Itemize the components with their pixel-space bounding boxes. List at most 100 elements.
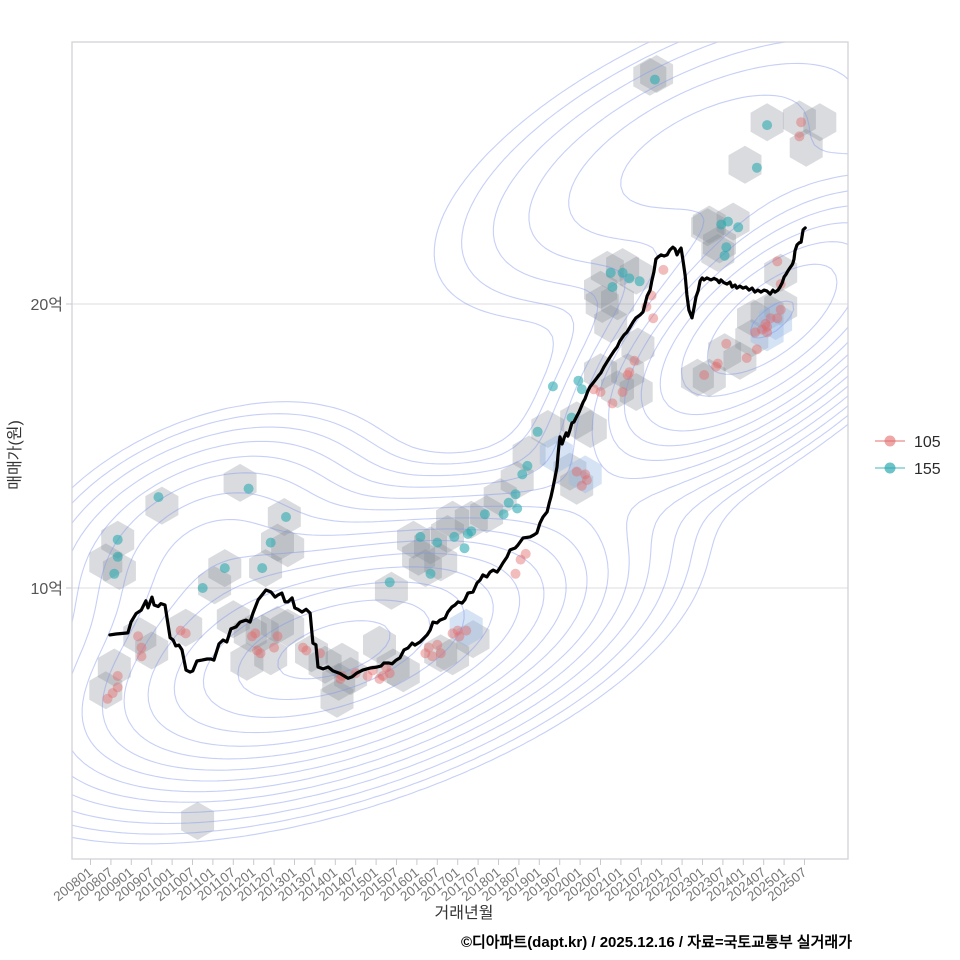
legend-label-105: 105 — [914, 434, 941, 451]
price-trend-line — [108, 226, 807, 680]
hexbin-cell — [386, 654, 420, 693]
hexbin-cell — [573, 410, 607, 448]
scatter-point-105 — [772, 313, 783, 324]
scatter-point-155 — [733, 222, 744, 233]
hexbin-cell — [601, 370, 634, 409]
scatter-point-155 — [522, 460, 533, 471]
hexbin-cell — [223, 463, 257, 502]
density-contour — [173, 241, 848, 734]
scatter-point-105 — [180, 628, 191, 639]
scatter-point-105 — [741, 353, 752, 363]
scatter-point-105 — [374, 673, 385, 684]
plot-border — [71, 41, 849, 860]
y-tick-label-10: 10억 — [30, 580, 63, 598]
hexbin-cell — [691, 208, 725, 247]
y-axis-title: 매매가(원) — [6, 420, 24, 490]
scatter-point-155 — [112, 551, 123, 562]
hexbin-cell — [271, 529, 305, 568]
density-contour — [72, 42, 848, 825]
scatter-point-105 — [136, 642, 147, 653]
scatter-point-155 — [510, 489, 521, 500]
hexbin-cell — [245, 614, 279, 653]
hexbin-cell — [271, 608, 305, 647]
scatter-point-105 — [384, 668, 395, 679]
scatter-point-155 — [721, 242, 732, 253]
scatter-point-105 — [362, 671, 373, 681]
scatter-point-105 — [571, 466, 582, 477]
scatter-point-105 — [581, 475, 592, 486]
hexbin-cell — [436, 637, 470, 676]
scatter-point-155 — [425, 568, 436, 579]
scatter-point-105 — [247, 631, 257, 642]
trend-line-path — [108, 226, 807, 680]
scatter-point-105 — [269, 642, 280, 653]
legend-dot-105-icon — [884, 435, 896, 447]
scatter-point-155 — [751, 162, 762, 173]
x-axis-title: 거래년월 — [435, 904, 494, 922]
scatter-point-155 — [449, 531, 460, 542]
density-contour — [72, 42, 848, 835]
scatter-point-105 — [629, 355, 640, 366]
scatter-point-105 — [760, 318, 771, 329]
scatter-point-105 — [427, 651, 438, 662]
hexbin-cell — [320, 679, 354, 718]
density-contour — [72, 94, 848, 793]
x-axis-ticks: 2008012008072009012009072010012010072011… — [51, 859, 809, 904]
scatter-point-105 — [794, 131, 805, 142]
scatter-point-105 — [250, 628, 261, 639]
scatter-point-155 — [723, 216, 733, 227]
hexbin-cell — [424, 634, 458, 673]
hexbin-cell — [531, 410, 565, 448]
scatter-point-155 — [415, 531, 426, 542]
scatter-point-105 — [447, 628, 458, 639]
density-contour — [147, 222, 848, 747]
scatter-point-105 — [452, 625, 463, 636]
hexbin-cell — [611, 353, 645, 392]
hexbin-cell — [89, 671, 123, 710]
hexbin-cell — [640, 55, 674, 93]
hexbin-cell — [633, 57, 667, 96]
scatter-point-105 — [298, 642, 308, 653]
scatter-point-155 — [605, 267, 616, 278]
hexbin-layer — [89, 55, 837, 840]
hexbin-cell — [594, 304, 628, 343]
hexbin-cell — [735, 319, 769, 358]
scatter-point-155 — [719, 250, 730, 261]
scatter-point-105 — [377, 671, 388, 681]
hexbin-cell — [764, 253, 798, 292]
scatter-point-105 — [301, 645, 312, 656]
scatter-point-105 — [648, 313, 659, 324]
hexbin-cell — [295, 634, 328, 673]
scatter-point-155 — [498, 509, 509, 520]
hexbin-cell — [764, 287, 798, 326]
scatter-point-105 — [721, 338, 732, 349]
scatter-point-155 — [503, 497, 514, 508]
scatter-point-105 — [765, 313, 776, 324]
hexbin-cell — [261, 523, 294, 562]
scatter-point-105 — [617, 387, 628, 397]
hexbin-cell — [123, 617, 157, 656]
hexbin-cell — [512, 435, 546, 474]
scatter-point-105 — [711, 361, 722, 372]
scatter-point-155 — [624, 273, 635, 284]
hexbin-cell — [750, 293, 784, 332]
scatter-point-105 — [624, 367, 635, 378]
scatter-point-105 — [772, 256, 783, 267]
hexbin-cell — [619, 256, 653, 295]
scatter-point-105 — [461, 625, 472, 636]
legend-dot-155-icon — [884, 462, 896, 474]
scatter-point-155 — [532, 426, 543, 437]
hexbin-cell — [254, 637, 288, 676]
density-contour — [81, 174, 848, 782]
scatter-series-155 — [109, 74, 773, 593]
scatter-point-155 — [649, 74, 660, 85]
scatter-point-155 — [466, 526, 477, 537]
scatter-point-105 — [432, 639, 443, 650]
hexbin-cell-highlight — [539, 435, 573, 474]
hexbin-cell-highlight — [568, 455, 602, 494]
scatter-point-155 — [112, 534, 123, 545]
hexbin-cell-highlight — [750, 313, 784, 352]
density-contour-layer — [72, 42, 848, 845]
scatter-point-105 — [435, 648, 446, 659]
density-contour — [72, 42, 848, 845]
